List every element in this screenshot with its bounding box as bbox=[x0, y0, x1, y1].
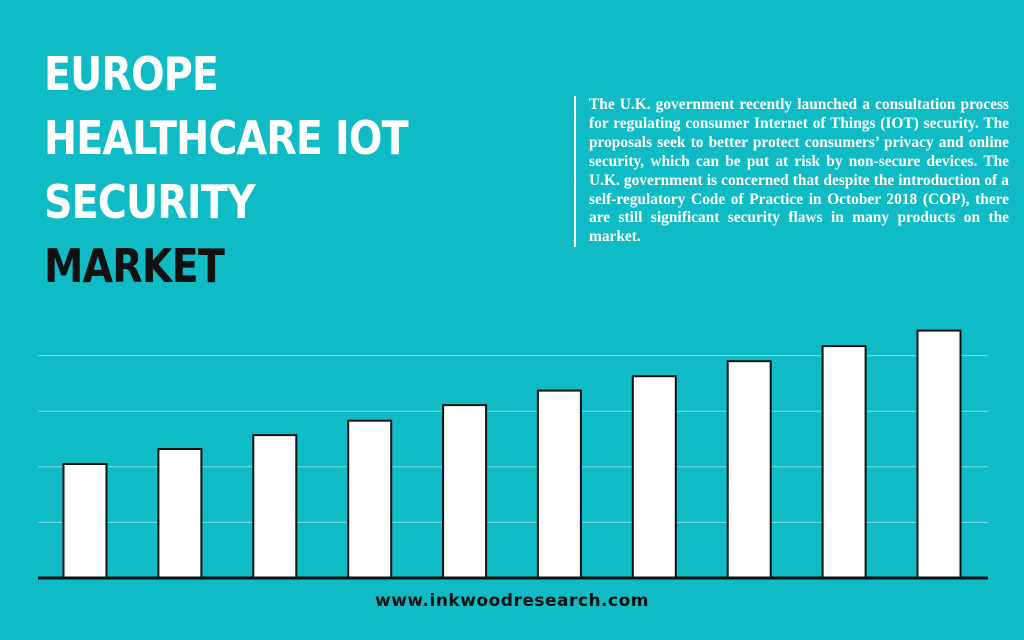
title-line-market: MARKET bbox=[44, 239, 225, 293]
chart-bar-5 bbox=[442, 404, 488, 579]
chart-bar-10 bbox=[916, 329, 962, 579]
title-line-europe: EUROPE bbox=[44, 47, 219, 101]
chart-bar-4 bbox=[347, 419, 393, 580]
chart-bar-1 bbox=[62, 463, 108, 579]
description-paragraph: The U.K. government recently launched a … bbox=[574, 96, 1009, 248]
chart-bars bbox=[62, 329, 962, 580]
chart-bar-2 bbox=[157, 448, 203, 579]
chart-bar-7 bbox=[631, 375, 677, 580]
chart-bar-9 bbox=[821, 345, 867, 579]
chart-bar-3 bbox=[252, 434, 298, 579]
chart-bar-6 bbox=[536, 389, 582, 579]
chart-bar-8 bbox=[726, 360, 772, 580]
title-line-healthcare-iot: HEALTHCARE IOT bbox=[44, 111, 409, 165]
title-block: EUROPE HEALTHCARE IOT SECURITY MARKET bbox=[44, 42, 504, 298]
title-line-security: SECURITY bbox=[44, 175, 255, 229]
footer-url: www.inkwoodresearch.com bbox=[375, 591, 649, 611]
